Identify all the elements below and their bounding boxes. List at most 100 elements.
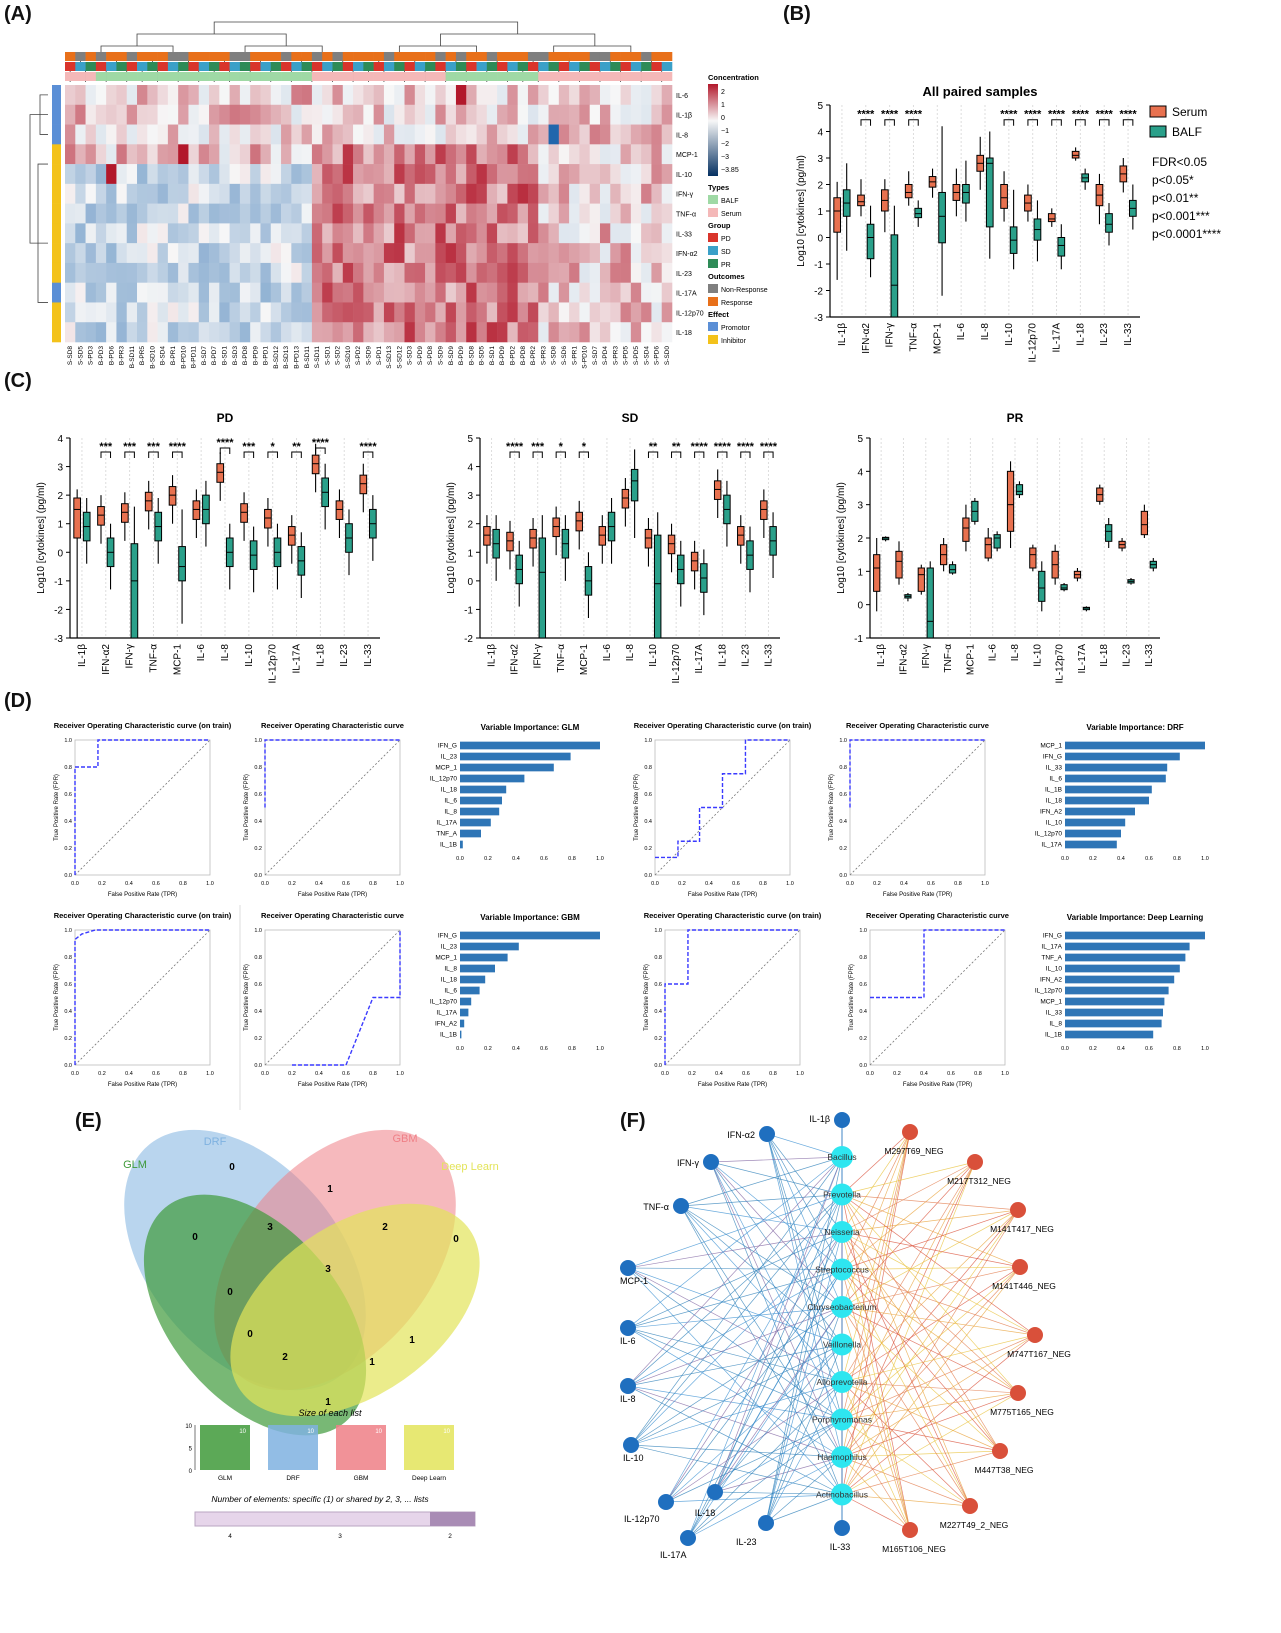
heatmap-cell [630, 262, 642, 283]
heatmap-cell [301, 144, 313, 165]
heatmap-cell [569, 144, 580, 165]
heatmap-cell [651, 302, 663, 323]
y-tick-label: -1 [854, 634, 863, 645]
heatmap-cell [291, 262, 302, 283]
heatmap-cell [106, 282, 117, 303]
heatmap-cell [548, 183, 560, 204]
roc-x-tick: 0.2 [98, 1071, 106, 1077]
bacteria-node-label: Actinobacillus [816, 1490, 868, 1500]
heatmap-cell [209, 85, 220, 106]
heatmap-cell [404, 104, 416, 125]
importance-bar [1065, 829, 1121, 838]
serum-box [97, 506, 105, 526]
heatmap-cell [239, 144, 251, 165]
heatmap-cell [425, 262, 436, 283]
roc-y-tick: 0.8 [64, 955, 72, 961]
heatmap-cell [342, 223, 354, 244]
annotation-type [455, 72, 467, 81]
heatmap-cell [301, 203, 313, 224]
heatmap-cell [65, 302, 76, 323]
metabolite-node [1010, 1202, 1026, 1218]
bacteria-node-label: Chryseobacterium [808, 1302, 877, 1312]
heatmap-cell [558, 282, 570, 303]
legend-swatch [708, 322, 718, 331]
heatmap-cell [75, 183, 86, 204]
y-tick-label: 2 [857, 534, 863, 545]
heatmap-cell [106, 243, 117, 264]
annotation-group [404, 62, 416, 71]
heatmap-cell [239, 243, 251, 264]
x-tick-label: IL-10 [1032, 644, 1043, 667]
heatmap-cell [404, 302, 416, 323]
heatmap-cell [311, 164, 323, 185]
heatmap-cell [373, 104, 385, 125]
heatmap-cell [497, 124, 508, 145]
heatmap-cell [85, 183, 97, 204]
heatmap-cell [342, 183, 354, 204]
heatmap-cell [486, 104, 498, 125]
heatmap-cell [507, 322, 518, 343]
roc-y-tick: 0.2 [254, 846, 262, 852]
concentration-tick: −3 [721, 154, 729, 161]
network-edge [841, 1231, 1036, 1336]
heatmap-cell [517, 183, 529, 204]
heatmap-cell [569, 104, 580, 125]
heatmap-cell [425, 104, 436, 125]
metabolite-node-label: M217T312_NEG [947, 1176, 1011, 1186]
significance-stars: **** [714, 441, 732, 453]
network-edge [765, 1381, 843, 1524]
significance-stars: * [271, 441, 276, 453]
heatmap-cell [579, 262, 590, 283]
significance-stars: **** [1072, 109, 1090, 121]
importance-var-label: MCP_1 [435, 955, 457, 962]
roc-curve [849, 739, 985, 808]
annotation-group [363, 62, 374, 71]
heatmap-cell [260, 262, 272, 283]
heatmap-cell [65, 322, 76, 343]
heatmap-cell [538, 85, 549, 106]
heatmap-cell [548, 104, 560, 125]
heatmap-cell [497, 85, 508, 106]
heatmap-cell [342, 322, 354, 343]
heatmap-cell [342, 144, 354, 165]
heatmap-cell [383, 223, 395, 244]
metabolite-node [902, 1522, 918, 1538]
cytokine-node [658, 1494, 674, 1510]
roc-y-tick: 0.6 [654, 982, 662, 988]
heatmap-cell [455, 183, 467, 204]
heatmap-cell [497, 164, 508, 185]
heatmap-cell [507, 144, 518, 165]
heatmap-column-label: B-SD8 [468, 346, 475, 366]
roc-x-tick: 0.2 [288, 881, 296, 887]
serum-box [737, 526, 745, 546]
legend-group-title: Effect [708, 310, 729, 319]
heatmap-cell [620, 124, 632, 145]
heatmap-cell [641, 124, 652, 145]
network-edge [665, 1269, 843, 1503]
heatmap-cell [558, 302, 570, 323]
heatmap-cell [219, 262, 230, 283]
network-edge [766, 1133, 843, 1158]
annotation-type [126, 72, 138, 81]
heatmap-cell [85, 85, 97, 106]
heatmap-cell [497, 144, 508, 165]
heatmap-cell [651, 164, 663, 185]
heatmap-cell [589, 85, 601, 106]
importance-chart: Variable Importance: GLMIFN_GIL_23MCP_1I… [430, 723, 604, 862]
network-edge [841, 1381, 911, 1531]
significance-stars: **** [216, 437, 234, 449]
heatmap-cell [373, 262, 385, 283]
annotation-outcome [126, 52, 138, 61]
annotation-outcome [620, 52, 632, 61]
annotation-group [106, 62, 117, 71]
heatmap-cell [558, 243, 570, 264]
heatmap-cell [198, 85, 210, 106]
network-edge [841, 1194, 1036, 1336]
heatmap-cell [75, 322, 86, 343]
network-edge [841, 1209, 1019, 1233]
annotation-type [229, 72, 241, 81]
venn-region-count: 1 [409, 1335, 415, 1346]
heatmap-cell [219, 183, 230, 204]
heatmap-cell [311, 223, 323, 244]
heatmap-cell [579, 85, 590, 106]
